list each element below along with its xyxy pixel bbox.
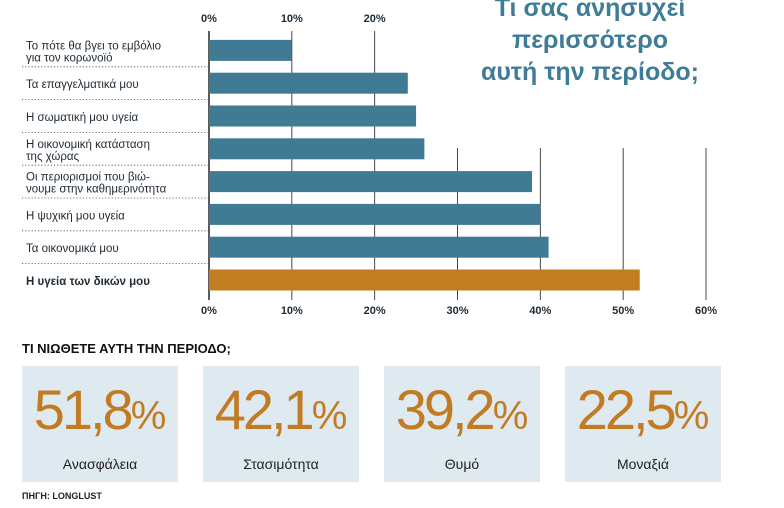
x-tick-label-top: 20% xyxy=(364,13,386,25)
category-label: Τα οικονομικά μου xyxy=(26,243,119,255)
bar-chart: 0% 10% 20% 0% 10% 20% 30% 40% 50% 60% Το πότε θα β… xyxy=(22,13,717,317)
feeling-label: Ανασφάλεια xyxy=(62,456,138,472)
x-tick-label-bottom: 30% xyxy=(446,305,468,317)
category-label-line: νουμε στην καθημερινότητα xyxy=(26,184,167,196)
x-tick-label-bottom: 40% xyxy=(529,305,551,317)
category-label-line: Η σωματική μου υγεία xyxy=(26,112,139,124)
feeling-number: 51,8 xyxy=(33,378,134,441)
category-label: Η σωματική μου υγεία xyxy=(26,112,139,124)
feeling-value: 22,5% xyxy=(565,378,721,448)
source-note: ΠΗΓΗ: LONGLUST xyxy=(22,491,102,501)
feeling-value: 42,1% xyxy=(203,378,359,448)
feeling-number: 42,1 xyxy=(214,378,315,441)
feeling-label: Στασιμότητα xyxy=(243,456,319,472)
bar xyxy=(209,138,425,160)
feeling-unit: % xyxy=(311,394,348,438)
x-tick-label-bottom: 0% xyxy=(201,305,217,317)
category-label: Τα επαγγελματικά μου xyxy=(26,79,139,91)
category-label-line: Η ψυχική μου υγεία xyxy=(26,210,125,222)
feelings-title: ΤΙ ΝΙΩΘΕΤΕ ΑΥΤΗ ΤΗΝ ΠΕΡΙΟΔΟ; xyxy=(22,341,231,356)
feeling-unit: % xyxy=(673,394,710,438)
feeling-label: Θυμό xyxy=(444,456,480,472)
chart-title: Τι σας ανησυχεί περισσότερο αυτή την περ… xyxy=(440,0,740,88)
category-label: Η ψυχική μου υγεία xyxy=(26,210,125,222)
bar xyxy=(209,236,549,258)
category-label: Η υγεία των δικών μου xyxy=(26,276,150,288)
feeling-card: 22,5% Μοναξιά xyxy=(565,366,721,482)
category-label-line: Η οικονομική κατάσταση xyxy=(26,139,150,151)
feeling-card: 39,2% Θυμό xyxy=(384,366,540,482)
bar xyxy=(209,105,417,127)
category-label: Οι περιορισμοί που βιώ-νουμε στην καθημε… xyxy=(26,172,167,196)
feeling-card: 42,1% Στασιμότητα xyxy=(203,366,359,482)
category-label-line: Το πότε θα βγει το εμβόλιο xyxy=(26,40,161,52)
bar xyxy=(209,72,408,94)
feeling-unit: % xyxy=(492,394,529,438)
chart-title-line: περισσότερο xyxy=(512,26,668,54)
category-label: Η οικονομική κατάσταση της χώρας xyxy=(26,139,150,163)
feeling-label: Μοναξιά xyxy=(616,456,669,472)
feeling-number: 39,2 xyxy=(395,378,496,441)
chart-title-line: Τι σας ανησυχεί xyxy=(494,0,686,22)
x-tick-label-top: 10% xyxy=(281,13,303,25)
bar xyxy=(209,203,541,225)
category-label: Το πότε θα βγει το εμβόλιο για τον κορωνο… xyxy=(26,40,161,64)
x-tick-label-bottom: 60% xyxy=(695,305,717,317)
x-tick-label-top: 0% xyxy=(201,13,217,25)
bar xyxy=(209,39,292,61)
category-label-line: Τα επαγγελματικά μου xyxy=(26,79,139,91)
bar xyxy=(209,171,533,193)
category-label-line: Η υγεία των δικών μου xyxy=(26,276,150,288)
chart-title-line: αυτή την περίοδο; xyxy=(480,58,700,86)
feeling-value: 51,8% xyxy=(22,378,178,448)
feeling-card: 51,8% Ανασφάλεια xyxy=(22,366,178,482)
feeling-number: 22,5 xyxy=(576,378,677,441)
feeling-value: 39,2% xyxy=(384,378,540,448)
x-tick-label-bottom: 10% xyxy=(281,305,303,317)
category-label-line: για τον κορωνοϊό xyxy=(26,52,113,64)
category-label-line: Τα οικονομικά μου xyxy=(26,243,119,255)
x-tick-label-bottom: 50% xyxy=(612,305,634,317)
category-label-line: Οι περιορισμοί που βιώ- xyxy=(26,172,150,184)
category-label-line: της χώρας xyxy=(26,151,80,163)
feeling-unit: % xyxy=(130,394,167,438)
bar xyxy=(209,269,640,291)
x-tick-label-bottom: 20% xyxy=(364,305,386,317)
